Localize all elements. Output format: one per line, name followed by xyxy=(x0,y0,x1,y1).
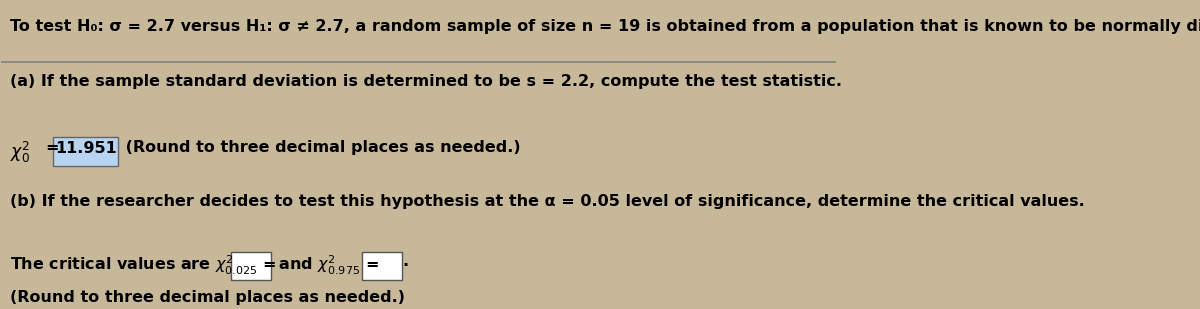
Text: .: . xyxy=(402,254,408,269)
Text: =: = xyxy=(44,140,59,155)
Text: (Round to three decimal places as needed.): (Round to three decimal places as needed… xyxy=(10,290,404,305)
FancyBboxPatch shape xyxy=(230,252,271,281)
Text: The critical values are $\chi^2_{0.025}$ =: The critical values are $\chi^2_{0.025}$… xyxy=(10,254,276,277)
Text: (b) If the researcher decides to test this hypothesis at the α = 0.05 level of s: (b) If the researcher decides to test th… xyxy=(10,194,1085,209)
FancyBboxPatch shape xyxy=(53,137,119,166)
Text: 11.951: 11.951 xyxy=(55,141,116,156)
Text: and $\chi^2_{0.975}$ =: and $\chi^2_{0.975}$ = xyxy=(272,254,379,277)
Text: (a) If the sample standard deviation is determined to be s = 2.2, compute the te: (a) If the sample standard deviation is … xyxy=(10,74,841,89)
FancyBboxPatch shape xyxy=(362,252,402,281)
Text: (Round to three decimal places as needed.): (Round to three decimal places as needed… xyxy=(120,140,521,155)
Text: To test H₀: σ = 2.7 versus H₁: σ ≠ 2.7, a random sample of size n = 19 is obtain: To test H₀: σ = 2.7 versus H₁: σ ≠ 2.7, … xyxy=(10,19,1200,34)
Text: $\chi^2_0$: $\chi^2_0$ xyxy=(10,140,30,165)
